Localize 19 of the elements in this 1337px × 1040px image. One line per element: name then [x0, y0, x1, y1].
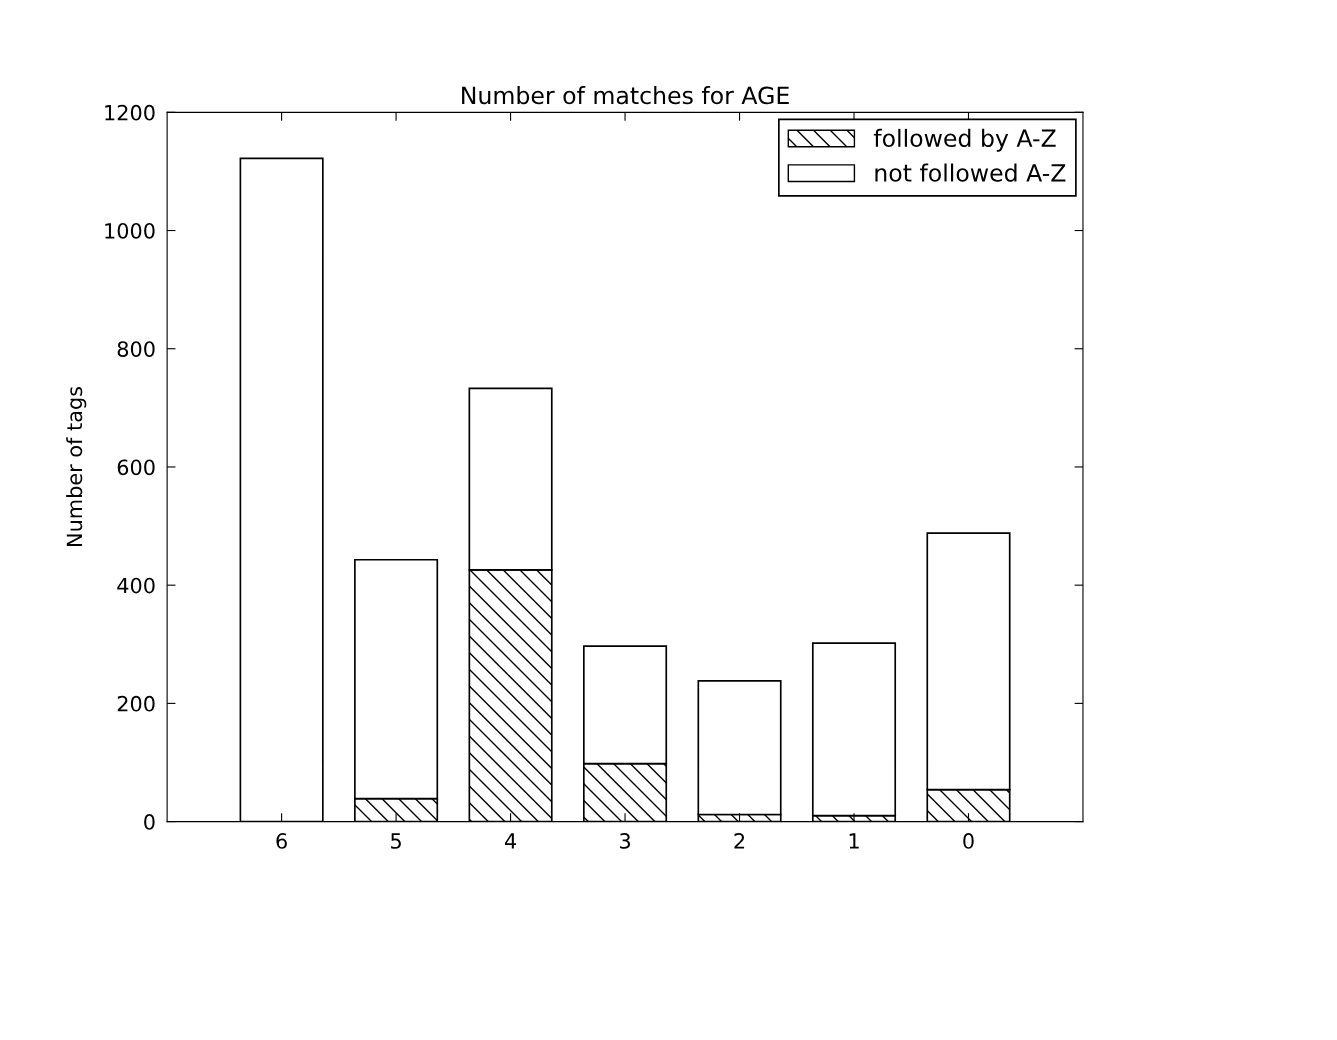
x-tick-label: 6: [276, 833, 287, 849]
y-tick-label: 1200: [105, 104, 155, 121]
y-tick-label: 400: [117, 577, 155, 594]
x-tick-label: 3: [620, 833, 631, 849]
x-tick-label: 0: [963, 833, 974, 849]
y-tick-label: 200: [117, 695, 155, 712]
y-tick-label: 1000: [105, 222, 155, 239]
legend-label: not followed A-Z: [875, 163, 1066, 182]
y-axis-title: Number of tags: [66, 386, 87, 546]
chart-title: Number of matches for AGE: [462, 86, 789, 105]
y-tick-label: 600: [117, 459, 155, 476]
y-tick-label: 0: [144, 814, 155, 830]
legend-label: followed by A-Z: [873, 128, 1056, 152]
bar: [811, 642, 897, 817]
y-tick-label: 800: [117, 341, 155, 357]
x-tick-label: 5: [391, 833, 401, 849]
x-tick-label: 1: [849, 833, 859, 849]
x-tick-label: 2: [734, 833, 745, 849]
x-tick-label: 4: [504, 833, 517, 849]
